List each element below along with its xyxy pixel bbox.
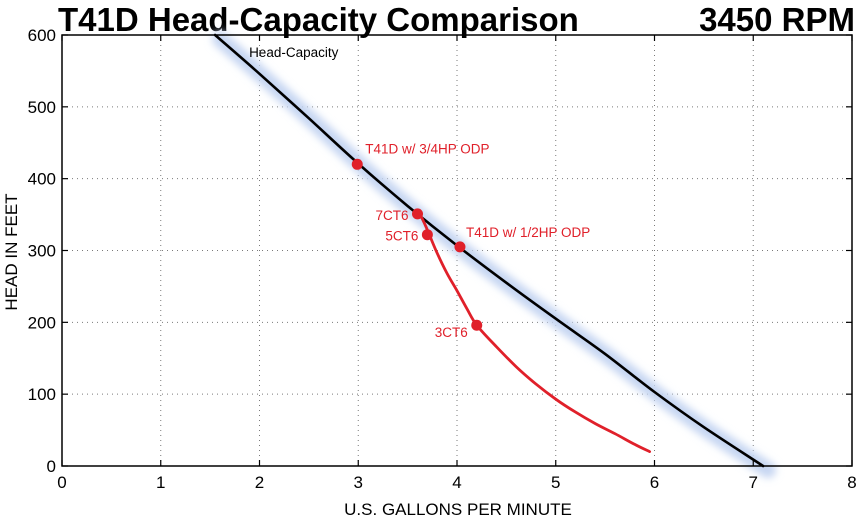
pump-point-label: 7CT6 — [375, 208, 408, 223]
y-tick-label: 300 — [28, 242, 56, 261]
head-capacity-line — [213, 33, 765, 468]
x-tick-label: 7 — [749, 473, 758, 492]
series-layer: Head-Capacity — [212, 31, 777, 478]
x-tick-label: 3 — [354, 473, 363, 492]
comparison-line — [418, 211, 651, 453]
chart-title: T41D Head-Capacity Comparison — [58, 1, 579, 38]
x-tick-label: 0 — [57, 473, 66, 492]
pump-point-label: T41D w/ 1/2HP ODP — [466, 225, 590, 240]
pump-point-marker — [471, 319, 483, 331]
pump-point-label: 5CT6 — [385, 229, 418, 244]
pump-point-label: T41D w/ 3/4HP ODP — [365, 141, 489, 156]
y-tick-label: 0 — [47, 457, 56, 476]
y-tick-label: 600 — [28, 26, 56, 45]
head-capacity-label: Head-Capacity — [249, 45, 339, 60]
x-tick-label: 2 — [255, 473, 264, 492]
pump-point-marker — [351, 158, 363, 170]
y-axis-ticks: 0 100 200 300 400 500 600 — [28, 26, 852, 476]
y-axis-label: HEAD IN FEET — [2, 193, 21, 310]
pump-point-marker — [421, 229, 433, 241]
x-tick-label: 4 — [452, 473, 461, 492]
pump-point-marker — [412, 208, 423, 220]
y-tick-label: 200 — [28, 313, 56, 332]
points-layer: T41D w/ 3/4HP ODP 7CT6 5CT6 T41D w/ 1/2HP O… — [351, 141, 590, 340]
series-glow — [212, 31, 777, 478]
x-axis-label: U.S. GALLONS PER MINUTE — [344, 500, 572, 519]
y-tick-label: 100 — [28, 385, 56, 404]
x-tick-label: 8 — [847, 473, 856, 492]
rpm-label: 3450 RPM — [699, 1, 855, 38]
x-axis-ticks: 0 1 2 3 4 5 6 7 8 — [57, 35, 857, 492]
x-tick-label: 1 — [156, 473, 165, 492]
pump-point-label: 3CT6 — [435, 325, 468, 340]
y-tick-label: 400 — [28, 170, 56, 189]
y-tick-label: 500 — [28, 98, 56, 117]
pump-point-marker — [454, 241, 466, 253]
x-tick-label: 6 — [650, 473, 659, 492]
x-tick-label: 5 — [551, 473, 560, 492]
